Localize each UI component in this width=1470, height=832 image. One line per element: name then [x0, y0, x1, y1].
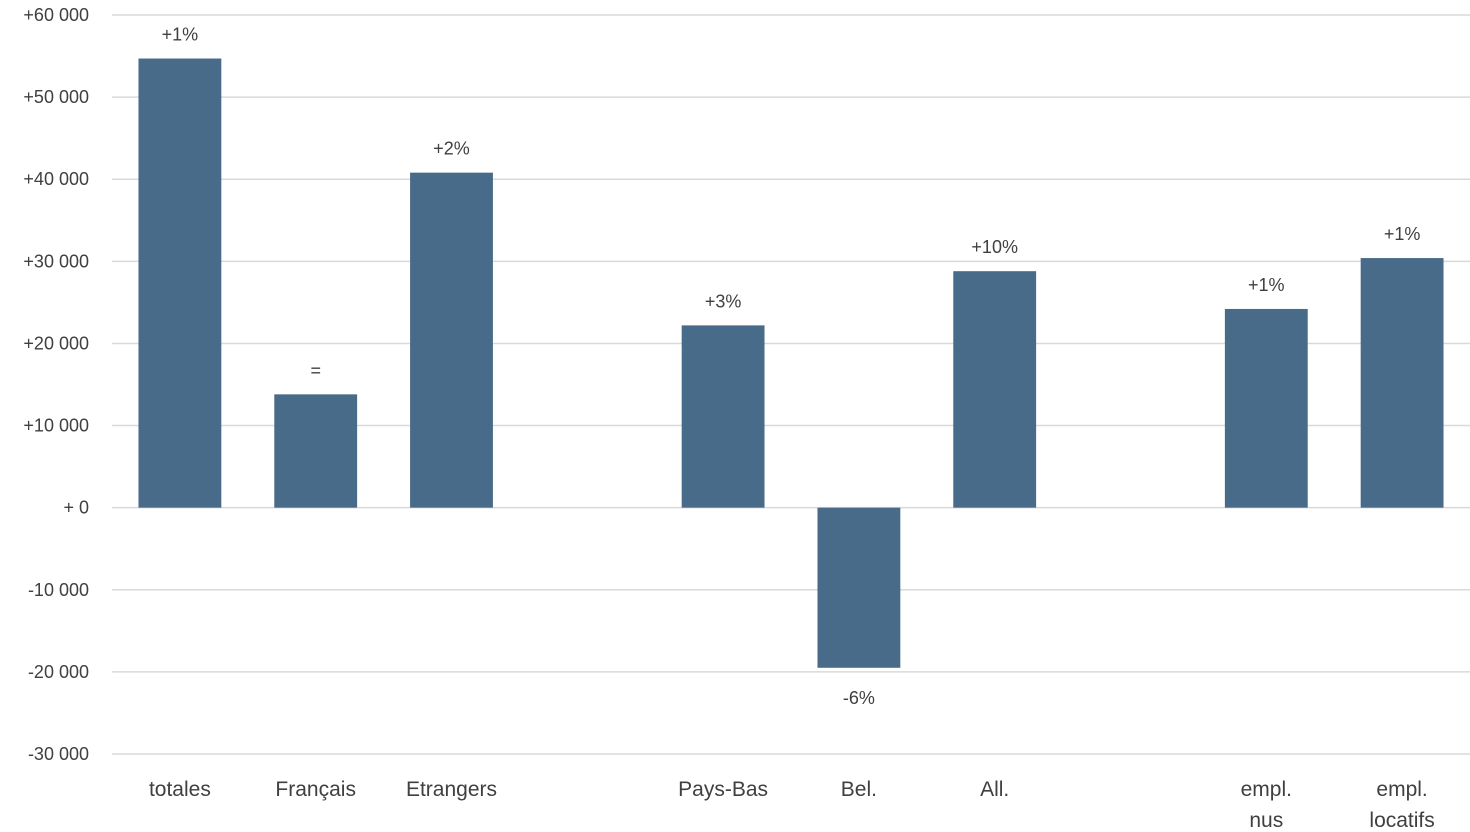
- data-label: -6%: [843, 688, 875, 708]
- x-category-label: Bel.: [841, 778, 877, 801]
- bar: [1360, 258, 1444, 508]
- y-tick-label: +20 000: [23, 333, 89, 353]
- y-tick-label: -10 000: [28, 580, 89, 600]
- data-label: +1%: [1248, 275, 1285, 295]
- x-category-label: Français: [275, 778, 356, 801]
- x-category-label: empl.: [1241, 778, 1292, 801]
- data-label: =: [310, 360, 321, 380]
- x-category-label: locatifs: [1369, 809, 1434, 832]
- y-tick-label: +30 000: [23, 251, 89, 271]
- x-category-label: totales: [149, 778, 211, 801]
- x-category-label: empl.: [1376, 778, 1427, 801]
- data-label: +3%: [705, 291, 742, 311]
- bar: [274, 394, 358, 508]
- y-tick-label: -30 000: [28, 744, 89, 764]
- x-category-label: nus: [1249, 809, 1283, 832]
- bar: [681, 325, 765, 508]
- data-labels: +1% = +2% +3% -6% +10% +1% +1%: [162, 25, 1421, 708]
- y-tick-label: +60 000: [23, 5, 89, 25]
- y-axis-ticks: +60 000 +50 000 +40 000 +30 000 +20 000 +10 0…: [23, 5, 89, 764]
- data-label: +1%: [162, 25, 199, 45]
- y-tick-label: +40 000: [23, 169, 89, 189]
- data-label: +10%: [971, 237, 1018, 257]
- y-tick-label: +10 000: [23, 416, 89, 436]
- y-tick-label: + 0: [63, 498, 89, 518]
- bar: [817, 507, 901, 668]
- bar: [1224, 308, 1308, 508]
- data-label: +2%: [433, 139, 470, 159]
- x-category-label: Pays-Bas: [678, 778, 768, 801]
- y-tick-label: -20 000: [28, 662, 89, 682]
- data-label: +1%: [1384, 224, 1421, 244]
- bar: [953, 271, 1037, 508]
- x-axis-categories: totales Français Etrangers Pays-Bas Bel. All.…: [149, 778, 1435, 832]
- bars: [138, 58, 1444, 668]
- y-tick-label: +50 000: [23, 87, 89, 107]
- x-category-label: All.: [980, 778, 1009, 801]
- bar: [410, 172, 493, 508]
- bar: [138, 58, 222, 508]
- x-category-label: Etrangers: [406, 778, 497, 801]
